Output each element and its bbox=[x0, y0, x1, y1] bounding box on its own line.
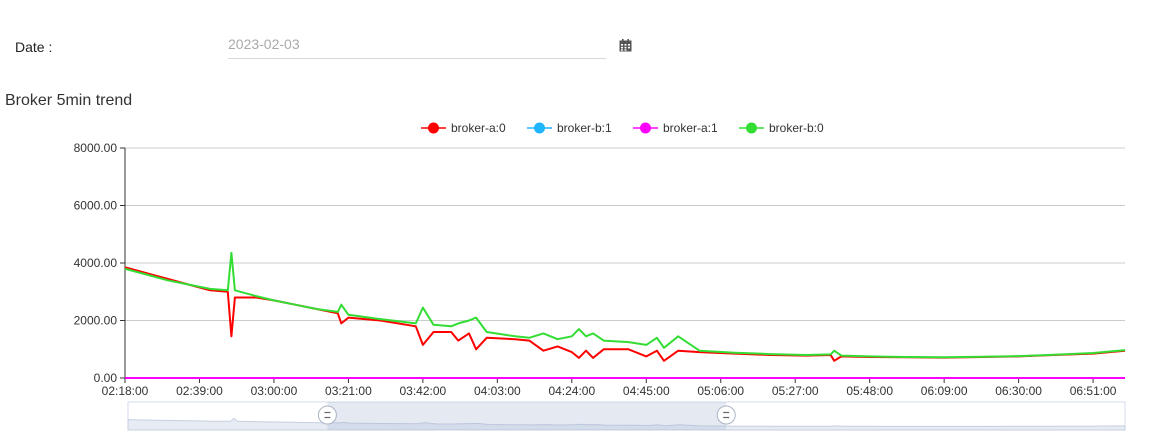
x-tick-label: 03:21:00 bbox=[325, 384, 372, 398]
date-label: Date : bbox=[15, 39, 53, 55]
x-tick-label: 04:24:00 bbox=[548, 384, 595, 398]
y-tick-label: 8000.00 bbox=[74, 141, 118, 155]
data-zoom-start-handle[interactable] bbox=[317, 405, 337, 425]
data-zoom-preview bbox=[127, 417, 1126, 431]
legend-label: broker-a:0 bbox=[451, 121, 506, 135]
data-zoom-end-handle[interactable] bbox=[716, 405, 736, 425]
legend-marker bbox=[640, 122, 651, 134]
legend-item[interactable]: broker-a:1 bbox=[633, 121, 718, 135]
legend-marker bbox=[428, 122, 439, 134]
legend: broker-a:0 broker-b:1 broker-a:1 broker-b:0 bbox=[421, 121, 824, 135]
x-tick-label: 06:51:00 bbox=[1070, 384, 1117, 398]
legend-marker bbox=[534, 122, 545, 134]
y-tick-label: 0.00 bbox=[94, 371, 118, 385]
data-zoom-window[interactable] bbox=[327, 402, 727, 430]
x-tick-label: 05:27:00 bbox=[772, 384, 819, 398]
x-tick-label: 05:48:00 bbox=[846, 384, 893, 398]
legend-label: broker-b:0 bbox=[769, 121, 824, 135]
chart-title: Broker 5min trend bbox=[5, 92, 133, 109]
calendar-icon[interactable] bbox=[619, 39, 632, 52]
x-tick-label: 06:30:00 bbox=[995, 384, 1042, 398]
y-tick-label: 2000.00 bbox=[74, 314, 118, 328]
x-tick-label: 03:42:00 bbox=[400, 384, 447, 398]
x-tick-label: 06:09:00 bbox=[921, 384, 968, 398]
x-tick-label: 02:18:00 bbox=[102, 384, 149, 398]
series-line-broker-b-0 bbox=[124, 251, 1126, 359]
legend-marker bbox=[746, 122, 757, 134]
x-tick-label: 02:39:00 bbox=[176, 384, 223, 398]
legend-item[interactable]: broker-b:1 bbox=[527, 121, 612, 135]
x-tick-label: 05:06:00 bbox=[697, 384, 744, 398]
date-input[interactable] bbox=[228, 30, 606, 59]
legend-item[interactable]: broker-a:0 bbox=[421, 121, 506, 135]
series-line-broker-a-0 bbox=[124, 266, 1126, 362]
y-tick-label: 4000.00 bbox=[74, 256, 118, 270]
legend-item[interactable]: broker-b:0 bbox=[739, 121, 824, 135]
y-tick-label: 6000.00 bbox=[74, 199, 118, 213]
legend-label: broker-b:1 bbox=[557, 121, 612, 135]
x-tick-label: 03:00:00 bbox=[251, 384, 298, 398]
x-tick-label: 04:45:00 bbox=[623, 384, 670, 398]
legend-label: broker-a:1 bbox=[663, 121, 718, 135]
x-tick-label: 04:03:00 bbox=[474, 384, 521, 398]
